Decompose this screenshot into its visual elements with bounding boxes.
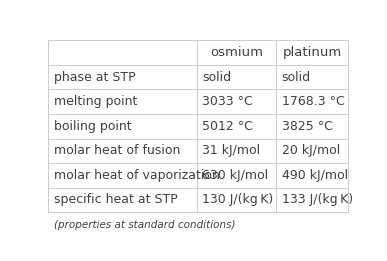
Text: 490 kJ/mol: 490 kJ/mol	[282, 169, 348, 182]
Text: specific heat at STP: specific heat at STP	[54, 193, 178, 206]
Text: platinum: platinum	[283, 46, 342, 59]
Text: solid: solid	[202, 71, 231, 84]
Text: 5012 °C: 5012 °C	[202, 120, 253, 133]
Text: (properties at standard conditions): (properties at standard conditions)	[54, 220, 235, 230]
Text: phase at STP: phase at STP	[54, 71, 135, 84]
Text: 130 J/(kg K): 130 J/(kg K)	[202, 193, 274, 206]
Text: 20 kJ/mol: 20 kJ/mol	[282, 144, 340, 157]
Text: 133 J/(kg K): 133 J/(kg K)	[282, 193, 353, 206]
Text: 630 kJ/mol: 630 kJ/mol	[202, 169, 268, 182]
Text: solid: solid	[282, 71, 311, 84]
Text: 1768.3 °C: 1768.3 °C	[282, 95, 344, 108]
Text: molar heat of vaporization: molar heat of vaporization	[54, 169, 220, 182]
Text: 3033 °C: 3033 °C	[202, 95, 253, 108]
Text: boiling point: boiling point	[54, 120, 132, 133]
Text: molar heat of fusion: molar heat of fusion	[54, 144, 180, 157]
Text: osmium: osmium	[210, 46, 263, 59]
Text: 3825 °C: 3825 °C	[282, 120, 332, 133]
Text: 31 kJ/mol: 31 kJ/mol	[202, 144, 260, 157]
Text: melting point: melting point	[54, 95, 137, 108]
